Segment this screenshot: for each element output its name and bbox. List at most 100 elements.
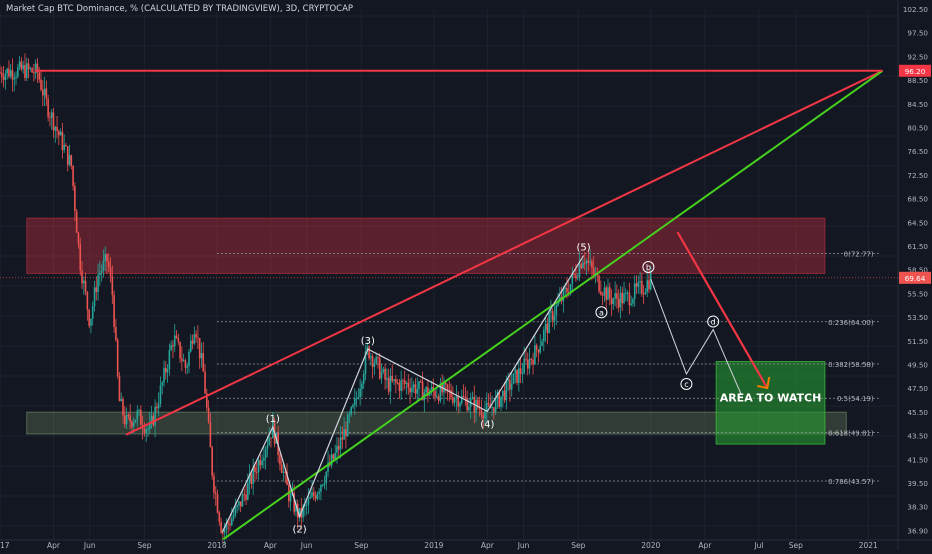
trendline bbox=[125, 69, 883, 436]
candle-body bbox=[534, 345, 536, 365]
candle-body bbox=[346, 415, 349, 437]
candle-body bbox=[304, 504, 306, 507]
candle-body bbox=[551, 311, 554, 321]
candle-body bbox=[6, 68, 8, 74]
candle-body bbox=[642, 293, 645, 295]
candle-body bbox=[494, 397, 497, 413]
y-tick-label: 97.50 bbox=[907, 29, 928, 38]
candle-body bbox=[450, 390, 452, 398]
wave-label: (1) bbox=[266, 414, 280, 425]
candle-body bbox=[398, 382, 401, 391]
candle-body bbox=[591, 261, 593, 268]
candle-body bbox=[168, 350, 171, 370]
y-tick-label: 80.50 bbox=[907, 124, 928, 133]
candle-body bbox=[193, 334, 196, 344]
candle-body bbox=[266, 444, 269, 450]
candle-body bbox=[86, 292, 89, 310]
candle-body bbox=[509, 379, 511, 390]
candle-body bbox=[384, 368, 386, 380]
candle-body bbox=[396, 382, 399, 384]
candle-body bbox=[102, 260, 105, 271]
candle-body bbox=[250, 474, 253, 485]
candle-body bbox=[393, 379, 395, 381]
candle-body bbox=[311, 492, 313, 497]
candle-body bbox=[526, 359, 529, 369]
candle-body bbox=[56, 126, 58, 132]
candle-body bbox=[550, 311, 552, 313]
candle-body bbox=[644, 291, 647, 294]
candle-body bbox=[583, 262, 586, 264]
fib-level-label: 0.382(58.58) bbox=[828, 361, 874, 369]
candle-body bbox=[389, 376, 392, 392]
candle-body bbox=[610, 297, 613, 305]
candle-body bbox=[578, 264, 581, 278]
candle-body bbox=[209, 421, 212, 448]
candle-body bbox=[120, 398, 123, 402]
area-to-watch-label: AREA TO WATCH bbox=[720, 391, 822, 404]
candle-body bbox=[197, 337, 199, 339]
candle-body bbox=[22, 64, 24, 70]
candle-body bbox=[172, 345, 174, 347]
candle-body bbox=[116, 339, 119, 377]
candle-body bbox=[145, 429, 147, 434]
candle-body bbox=[316, 493, 319, 499]
wave-label: (4) bbox=[480, 419, 494, 430]
candle-body bbox=[97, 275, 99, 293]
candle-body bbox=[9, 70, 12, 77]
candle-body bbox=[512, 373, 515, 384]
candle-body bbox=[528, 358, 531, 369]
candle-body bbox=[136, 410, 139, 420]
candle-body bbox=[416, 389, 419, 394]
candle-body bbox=[18, 61, 21, 68]
candle-body bbox=[637, 282, 640, 287]
candle-body bbox=[630, 303, 632, 306]
abc-circle bbox=[680, 377, 693, 390]
candle-body bbox=[562, 288, 565, 302]
candle-body bbox=[330, 454, 333, 466]
candle-body bbox=[434, 391, 436, 397]
candle-body bbox=[612, 298, 615, 305]
candle-body bbox=[309, 496, 312, 499]
candle-body bbox=[439, 383, 442, 401]
candle-body bbox=[468, 406, 470, 411]
candle-body bbox=[585, 260, 588, 264]
candle-body bbox=[93, 287, 96, 307]
y-tick-label: 68.50 bbox=[907, 195, 928, 204]
wave-label: (3) bbox=[361, 336, 375, 347]
candle-body bbox=[25, 63, 28, 79]
candle-body bbox=[254, 467, 256, 473]
candle-body bbox=[111, 276, 114, 296]
candle-body bbox=[352, 404, 354, 408]
candle-body bbox=[348, 414, 351, 416]
candle-body bbox=[626, 292, 629, 294]
candle-body bbox=[11, 70, 14, 80]
projection-path bbox=[650, 278, 742, 395]
candle-body bbox=[238, 501, 240, 506]
candle-body bbox=[252, 467, 254, 485]
candle-body bbox=[156, 406, 158, 409]
candle-body bbox=[371, 356, 374, 367]
candle-body bbox=[530, 358, 533, 361]
x-tick-label: Apr bbox=[481, 541, 495, 550]
candle-body bbox=[411, 387, 413, 393]
candle-body bbox=[186, 365, 189, 368]
abc-label: b bbox=[646, 263, 651, 272]
candle-body bbox=[603, 287, 606, 296]
candle-body bbox=[359, 388, 361, 398]
candle-body bbox=[227, 522, 230, 524]
candle-body bbox=[302, 506, 304, 518]
candle-body bbox=[370, 356, 372, 359]
candle-body bbox=[33, 72, 35, 74]
candle-body bbox=[236, 505, 238, 508]
candle-body bbox=[195, 334, 197, 338]
x-tick-label: 2018 bbox=[207, 541, 226, 550]
fib-level-label: 0.618(49.81) bbox=[828, 429, 874, 437]
candle-body bbox=[170, 345, 172, 351]
candle-body bbox=[204, 371, 206, 394]
x-tick-label: 2017 bbox=[0, 541, 10, 550]
arrow-head-icon bbox=[757, 376, 771, 390]
candle-body bbox=[263, 457, 265, 461]
candle-body bbox=[357, 397, 360, 399]
